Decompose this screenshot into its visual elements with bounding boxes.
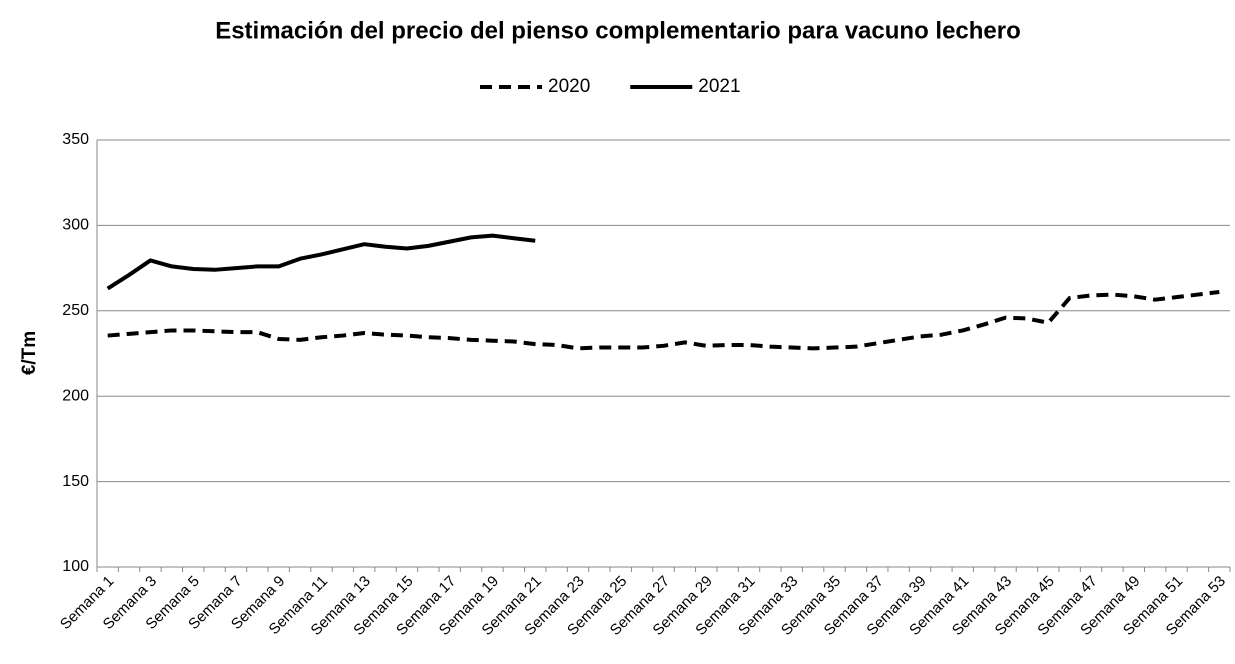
series-line [106,233,536,291]
y-tick-label: 350 [62,131,89,148]
y-tick-label: 150 [62,473,89,490]
y-tick-label: 250 [62,302,89,319]
legend-label: 2020 [548,76,590,97]
chart-title: Estimación del precio del pienso complem… [215,17,1021,44]
legend-label: 2021 [698,76,740,97]
y-tick-label: 300 [62,217,89,234]
y-tick-label: 100 [62,558,89,575]
series-line [107,290,1220,351]
y-tick-label: 200 [62,387,89,404]
y-axis-label: €/Tm [19,331,40,375]
